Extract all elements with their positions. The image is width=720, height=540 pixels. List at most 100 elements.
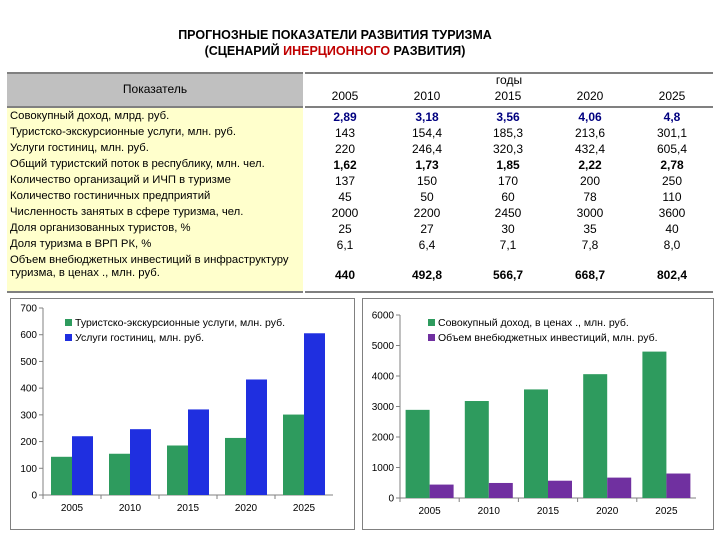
table-cell: 35 <box>583 222 597 236</box>
bar-2 <box>666 473 691 498</box>
table-cell: 6,1 <box>336 238 354 252</box>
legend-swatch <box>65 334 72 341</box>
table-cell: 668,7 <box>574 268 606 282</box>
legend-label: Совокупный доход, в ценах ., млн. руб. <box>438 317 629 329</box>
bar-1 <box>524 389 548 498</box>
table-cell: 2,22 <box>578 158 602 172</box>
table-row-label: Доля организованных туристов, % <box>10 222 191 234</box>
table-row-label: Количество организаций и ИЧП в туризме <box>10 174 231 186</box>
table-cell: 6,4 <box>418 238 436 252</box>
table-row-label: Услуги гостиниц, млн. руб. <box>10 142 149 154</box>
year-header-2025: 2025 <box>658 89 686 103</box>
table-cell: 25 <box>338 222 352 236</box>
table-cell: 1,85 <box>496 158 520 172</box>
legend-swatch <box>428 334 435 341</box>
bar-1 <box>405 409 430 498</box>
table-header-indicator: Показатель <box>7 72 303 108</box>
y-tick-label: 400 <box>20 384 37 395</box>
table-cell: 2200 <box>413 206 441 220</box>
table-row-label: Общий туристский поток в республику, млн… <box>10 158 265 170</box>
table-cell: 566,7 <box>492 268 524 282</box>
x-tick-label: 2010 <box>119 503 142 514</box>
year-header-2005: 2005 <box>331 89 359 103</box>
table-cell: 213,6 <box>574 126 606 140</box>
table-cell: 154,4 <box>411 126 443 140</box>
y-tick-label: 300 <box>20 410 37 421</box>
bar-2 <box>130 429 151 495</box>
table-cell: 110 <box>662 190 682 204</box>
indicators-table: Показатель годы 2005 2010 2015 2020 2025 Сов… <box>7 72 713 293</box>
x-tick-label: 2005 <box>418 506 441 517</box>
bar-2 <box>488 482 513 498</box>
y-tick-label: 5000 <box>372 341 395 352</box>
table-header-years: годы 2005 2010 2015 2020 2025 <box>305 72 713 108</box>
y-tick-label: 200 <box>20 437 37 448</box>
bar-1 <box>283 414 304 495</box>
table-cell: 440 <box>334 268 356 282</box>
bar-2 <box>429 484 454 498</box>
table-cell: 3000 <box>576 206 604 220</box>
bar-1 <box>167 445 188 495</box>
table-cell: 320,3 <box>492 142 524 156</box>
x-tick-label: 2015 <box>537 506 560 517</box>
x-tick-label: 2020 <box>235 503 258 514</box>
year-header-2015: 2015 <box>494 89 522 103</box>
table-cell: 30 <box>501 222 515 236</box>
table-cell: 492,8 <box>411 268 443 282</box>
years-label: годы <box>495 73 523 87</box>
x-tick-label: 2005 <box>61 503 84 514</box>
table-cell: 3,18 <box>415 110 439 124</box>
table-cell: 4,8 <box>663 110 681 124</box>
year-header-2010: 2010 <box>413 89 441 103</box>
table-cell: 7,8 <box>581 238 599 252</box>
x-tick-label: 2015 <box>177 503 200 514</box>
table-cell: 220 <box>334 142 356 156</box>
bar-2 <box>304 333 325 495</box>
bar-1 <box>642 351 667 498</box>
y-tick-label: 1000 <box>372 463 395 474</box>
table-cell: 78 <box>583 190 597 204</box>
bar-2 <box>548 480 572 498</box>
y-tick-label: 6000 <box>372 311 395 322</box>
x-tick-label: 2020 <box>596 506 619 517</box>
y-tick-label: 0 <box>31 491 37 502</box>
table-cell: 2,89 <box>333 110 357 124</box>
table-cell: 150 <box>416 174 438 188</box>
table-cell: 3600 <box>658 206 686 220</box>
x-tick-label: 2010 <box>478 506 501 517</box>
y-tick-label: 0 <box>388 494 394 505</box>
table-cell: 60 <box>501 190 515 204</box>
table-row-label: Объем внебюджетных инвестиций в инфрастр… <box>10 254 289 279</box>
y-tick-label: 700 <box>20 304 37 315</box>
bar-2 <box>188 409 209 495</box>
table-row-label: Доля туризма в ВРП РК, % <box>10 238 152 250</box>
bar-2 <box>246 379 267 495</box>
bar-2 <box>607 477 632 498</box>
table-cell: 8,0 <box>663 238 681 252</box>
table-cell: 802,4 <box>656 268 688 282</box>
table-cell: 27 <box>420 222 434 236</box>
y-tick-label: 4000 <box>372 372 395 383</box>
table-cell: 4,06 <box>578 110 602 124</box>
table-cell: 170 <box>497 174 519 188</box>
table-cell: 250 <box>661 174 683 188</box>
table-cell: 7,1 <box>499 238 517 252</box>
legend-label: Туристско-экскурсионные услуги, млн. руб… <box>75 317 285 329</box>
y-tick-label: 100 <box>20 464 37 475</box>
table-cell: 605,4 <box>656 142 688 156</box>
page-subtitle: (СЦЕНАРИЙ ИНЕРЦИОННОГО РАЗВИТИЯ) <box>204 44 466 58</box>
y-tick-label: 3000 <box>372 402 395 413</box>
table-row-label: Совокупный доход, млрд. руб. <box>10 110 170 122</box>
legend-swatch <box>428 319 435 326</box>
y-tick-label: 600 <box>20 330 37 341</box>
x-tick-label: 2025 <box>655 506 678 517</box>
table-cell: 137 <box>334 174 356 188</box>
bar-1 <box>225 437 246 495</box>
bar-2 <box>72 436 93 495</box>
x-tick-label: 2025 <box>293 503 316 514</box>
services-bar-chart: 0 100 200 300 400 500 600 700 2005 2010 2015 2020 20… <box>10 298 355 530</box>
legend-label: Услуги гостиниц, млн. руб. <box>75 332 204 344</box>
bar-1 <box>109 453 130 495</box>
table-cell: 2,78 <box>660 158 684 172</box>
table-cell: 143 <box>334 126 356 140</box>
